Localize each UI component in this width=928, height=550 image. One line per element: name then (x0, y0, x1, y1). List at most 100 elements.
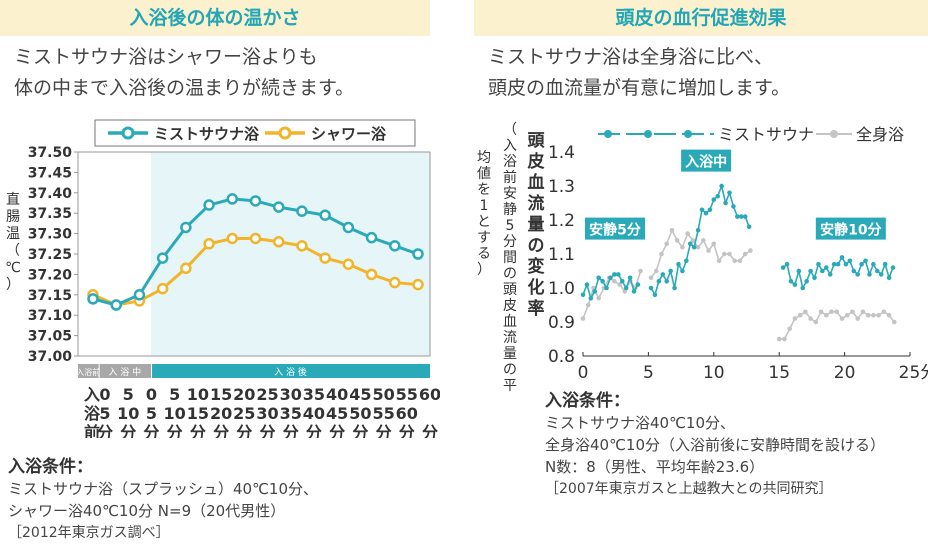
right-source: ［2007年東京ガスと上越教大との共同研究］ (545, 481, 833, 497)
legend-label: ミストサウナ浴 (154, 125, 260, 143)
legend-marker (684, 130, 692, 138)
left-lead-line: 体の中まで入浴後の温まりが続きます。 (14, 77, 355, 99)
x-tick-label: 20 (834, 363, 856, 383)
data-point (668, 268, 673, 274)
data-point (596, 275, 601, 281)
y-tick-label: 37.00 (28, 349, 73, 365)
x-tick-label: 40 (326, 385, 348, 404)
data-point (695, 244, 701, 250)
y-axis-label-char: 皮 (528, 151, 545, 172)
data-point (638, 268, 643, 274)
right-lead-line: ミストサウナ浴は全身浴に比べ、 (488, 46, 774, 68)
data-point (716, 258, 722, 264)
x-tick-label: 20 (233, 385, 255, 404)
data-point (742, 251, 748, 257)
x-tick-label: 55 (396, 385, 418, 404)
x-tick-unit: 分 (190, 423, 206, 438)
y-axis-sublabel-char: 静 (503, 202, 517, 218)
y-axis-sublabel-char: 値 (477, 166, 491, 182)
data-point (808, 268, 813, 274)
phase-label-after: 入 浴 後 (274, 366, 307, 378)
x-tick-label: 15 (768, 363, 790, 383)
data-point (680, 268, 685, 274)
data-point (792, 282, 798, 287)
x-tick-label: 10 (187, 385, 209, 404)
x-tick-unit: 分 (352, 423, 368, 438)
data-point (827, 272, 833, 277)
data-point (664, 241, 670, 247)
data-point (721, 251, 727, 257)
x-tick-label: 45 (349, 385, 371, 404)
data-point (808, 316, 813, 321)
x-tick-unit: 分 (399, 423, 415, 438)
data-point (604, 285, 609, 291)
y-axis-label-char: ℃ (5, 260, 21, 276)
x-first-label-char: 前 (84, 423, 100, 438)
x-tick-label: 10 (703, 363, 725, 383)
data-point (711, 197, 717, 202)
x-tick-unit: 分 (376, 423, 392, 438)
data-point (792, 316, 798, 321)
data-point (389, 276, 401, 289)
data-point (788, 278, 794, 284)
y-axis-label-char: 化 (528, 277, 545, 298)
x-tick-label-end: 55 (372, 404, 394, 423)
y-tick-label: 1.1 (548, 245, 575, 265)
y-axis-label-char: 量 (528, 214, 545, 235)
annotation-label: 安静10分 (820, 222, 881, 239)
x-tick-label-end: 10 (164, 404, 186, 423)
data-point (812, 275, 817, 281)
data-point (652, 292, 658, 298)
x-tick-label-end: 45 (326, 404, 348, 423)
phase-bar-during (99, 364, 152, 378)
y-tick-label: 1.0 (548, 279, 575, 299)
data-point (780, 265, 786, 270)
data-point (695, 227, 701, 233)
x-tick-label-end: 25 (233, 404, 255, 423)
x-tick-unit: 分 (120, 423, 136, 438)
data-point (707, 207, 713, 213)
data-point (612, 272, 617, 277)
y-tick-label: 37.20 (28, 267, 73, 283)
y-axis-label-char: 頭 (528, 131, 546, 151)
right-conditions-line: N数：8（男性、平均年齢23.6） (545, 458, 765, 476)
x-tick-unit: 分 (213, 423, 229, 438)
data-point (797, 312, 803, 318)
data-point (648, 275, 654, 281)
data-point (886, 275, 892, 281)
y-axis-sublabel-char: ） (477, 262, 491, 278)
data-point (319, 209, 331, 221)
x-tick-label: 60 (419, 385, 440, 404)
y-axis-sublabel-char: を (477, 182, 491, 198)
x-first-label-char: 入 (84, 385, 100, 404)
phase-bar-before (78, 364, 99, 378)
data-point (612, 278, 617, 284)
data-point (660, 272, 666, 277)
left-conditions-line: ミストサウナ浴（スプラッシュ）40℃10分、 (8, 480, 319, 498)
y-axis-sublabel-char: 浴 (503, 154, 517, 170)
data-point (784, 261, 790, 267)
data-point (834, 309, 840, 315)
data-point (249, 195, 262, 207)
data-point (835, 261, 841, 267)
series-line (650, 228, 751, 279)
data-point (875, 268, 880, 274)
y-axis-label-char: ） (6, 277, 20, 293)
data-point (800, 285, 806, 291)
data-point (272, 201, 285, 213)
y-tick-label: 0.9 (548, 313, 575, 333)
y-axis-sublabel-char: 流 (503, 330, 517, 346)
data-point (619, 278, 625, 284)
data-point (676, 261, 681, 267)
data-point (886, 312, 892, 318)
x-tick-unit: 分 (97, 423, 113, 438)
y-axis-sublabel-char: 量 (503, 346, 517, 362)
y-axis-label-char: 温 (6, 226, 20, 242)
right-conditions-line: 全身浴40℃10分（入浴前後に安静時間を設ける） (545, 436, 886, 454)
series-line (650, 183, 750, 297)
y-tick-label: 0.8 (548, 347, 575, 367)
data-point (804, 278, 809, 284)
annotation-label: 安静5分 (589, 222, 641, 239)
data-point (706, 248, 711, 253)
y-axis-sublabel-char: 血 (503, 314, 517, 330)
